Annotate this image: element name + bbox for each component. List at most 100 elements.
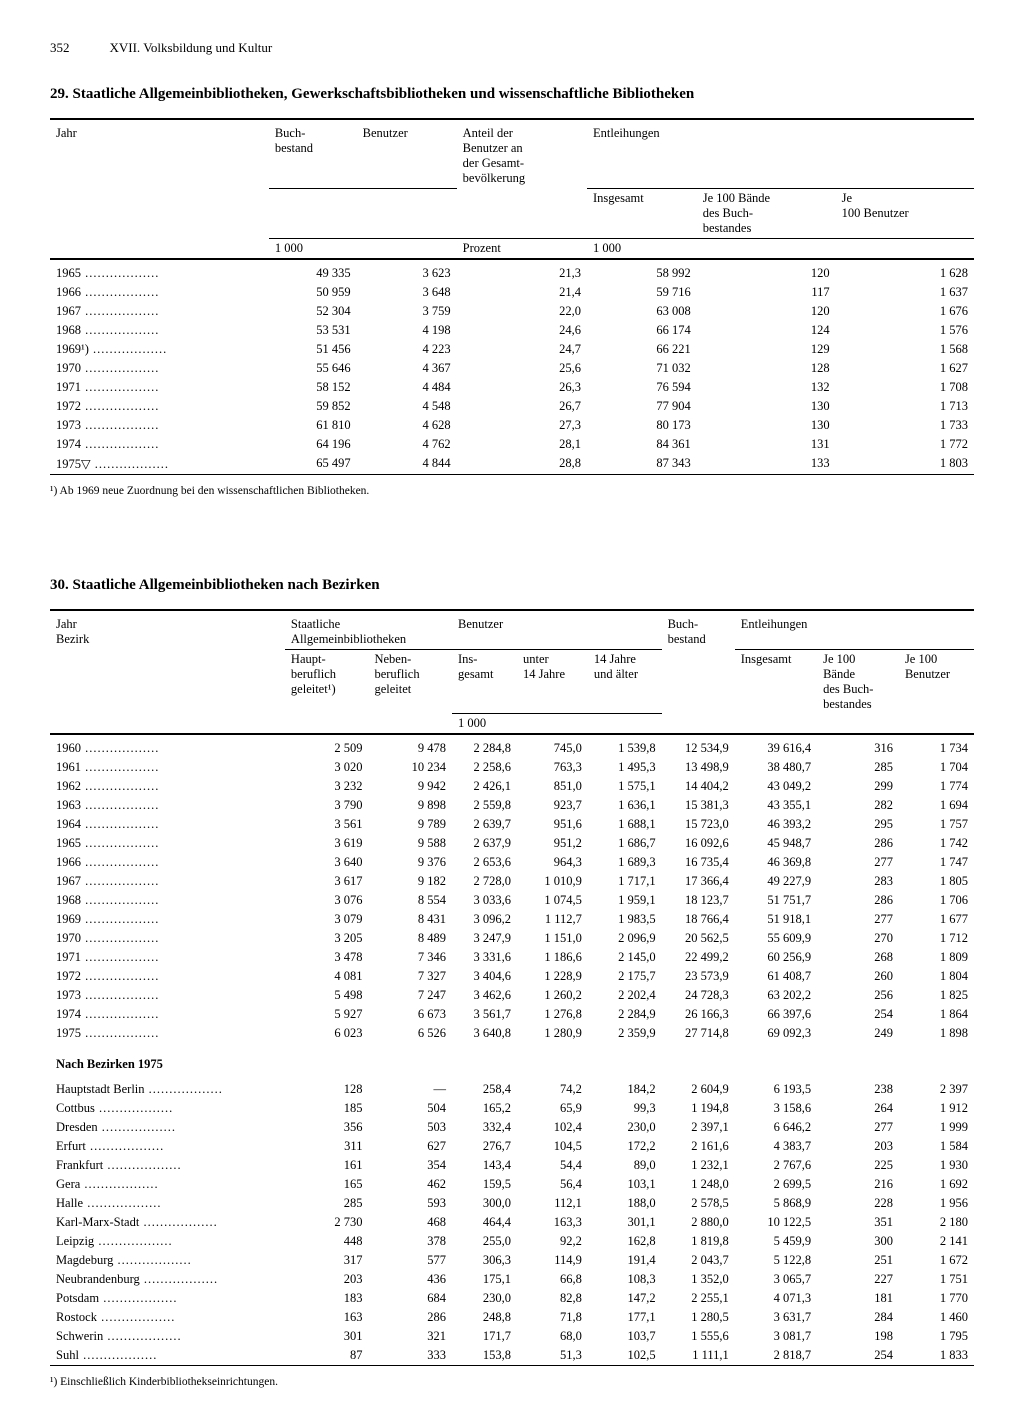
cell-j2: 1 692 [899, 1175, 974, 1194]
cell-j2: 1 898 [899, 1024, 974, 1043]
cell-o14: 162,8 [588, 1232, 662, 1251]
cell-bi: 3 404,6 [452, 967, 517, 986]
cell-ei: 66 397,6 [735, 1005, 817, 1024]
cell-j1: 270 [817, 929, 899, 948]
cell-j1: 286 [817, 891, 899, 910]
col-entleihungen30: Entleihungen [735, 615, 974, 650]
cell-n: 7 247 [368, 986, 452, 1005]
cell-n: 627 [368, 1137, 452, 1156]
cell-bb: 1 248,0 [662, 1175, 735, 1194]
cell-u14: 951,6 [517, 815, 588, 834]
cell-ei: 46 393,2 [735, 815, 817, 834]
cell-n: — [368, 1080, 452, 1099]
cell-bi: 3 462,6 [452, 986, 517, 1005]
cell-bi: 3 331,6 [452, 948, 517, 967]
cell-u14: 964,3 [517, 853, 588, 872]
cell-j1: 277 [817, 853, 899, 872]
col-benutzer30: Benutzer [452, 615, 662, 650]
cell-j100b: 120 [697, 302, 836, 321]
cell-bb: 1 232,1 [662, 1156, 735, 1175]
cell-u14: 66,8 [517, 1270, 588, 1289]
cell-j1: 283 [817, 872, 899, 891]
cell-h: 285 [285, 1194, 369, 1213]
cell-buch: 59 852 [269, 397, 357, 416]
col-buchbestand30: Buch- bestand [662, 615, 735, 714]
cell-o14: 1 717,1 [588, 872, 662, 891]
cell-o14: 103,1 [588, 1175, 662, 1194]
cell-j1: 238 [817, 1080, 899, 1099]
table-row: Cottbus185504165,265,999,31 194,83 158,6… [50, 1099, 974, 1118]
cell-bi: 143,4 [452, 1156, 517, 1175]
cell-bi: 2 258,6 [452, 758, 517, 777]
cell-j2: 1 751 [899, 1270, 974, 1289]
cell-bi: 3 640,8 [452, 1024, 517, 1043]
cell-bi: 2 653,6 [452, 853, 517, 872]
cell-bi: 276,7 [452, 1137, 517, 1156]
unit-1000-30: 1 000 [452, 714, 662, 735]
cell-ben: 4 548 [357, 397, 457, 416]
cell-h: 161 [285, 1156, 369, 1175]
cell-year: Gera [50, 1175, 285, 1194]
col-ins: Ins- gesamt [452, 649, 517, 714]
cell-h: 2 509 [285, 739, 369, 758]
cell-u14: 763,3 [517, 758, 588, 777]
cell-ant: 26,3 [457, 378, 587, 397]
table-row: 19643 5619 7892 639,7951,61 688,115 723,… [50, 815, 974, 834]
cell-j1: 282 [817, 796, 899, 815]
cell-buch: 64 196 [269, 435, 357, 454]
col-unter14: unter 14 Jahre [517, 649, 588, 714]
cell-j2: 2 180 [899, 1213, 974, 1232]
cell-bb: 22 499,2 [662, 948, 735, 967]
cell-ins: 80 173 [587, 416, 697, 435]
col-staatliche: Staatliche Allgemeinbibliotheken [285, 615, 452, 650]
cell-j100b: 128 [697, 359, 836, 378]
cell-jahr: 1973 [50, 416, 269, 435]
cell-year: Neubrandenburg [50, 1270, 285, 1289]
table-row: Erfurt311627276,7104,5172,22 161,64 383,… [50, 1137, 974, 1156]
cell-j1: 264 [817, 1099, 899, 1118]
cell-bb: 1 111,1 [662, 1346, 735, 1366]
cell-j2: 1 774 [899, 777, 974, 796]
cell-h: 163 [285, 1308, 369, 1327]
cell-u14: 745,0 [517, 739, 588, 758]
cell-ben: 4 198 [357, 321, 457, 340]
cell-h: 5 927 [285, 1005, 369, 1024]
table-row: 1969¹)51 4564 22324,766 2211291 568 [50, 340, 974, 359]
cell-h: 203 [285, 1270, 369, 1289]
cell-h: 5 498 [285, 986, 369, 1005]
col-je100bande30: Je 100 Bände des Buch- bestandes [817, 649, 899, 714]
cell-h: 3 790 [285, 796, 369, 815]
cell-n: 9 478 [368, 739, 452, 758]
cell-j1: 249 [817, 1024, 899, 1043]
cell-j2: 1 742 [899, 834, 974, 853]
cell-o14: 191,4 [588, 1251, 662, 1270]
cell-ins: 58 992 [587, 264, 697, 283]
cell-ei: 2 767,6 [735, 1156, 817, 1175]
cell-h: 3 617 [285, 872, 369, 891]
cell-ei: 63 202,2 [735, 986, 817, 1005]
col-je100benutzer: Je 100 Benutzer [836, 188, 974, 238]
cell-o14: 172,2 [588, 1137, 662, 1156]
cell-year: 1964 [50, 815, 285, 834]
cell-j2: 1 770 [899, 1289, 974, 1308]
cell-h: 87 [285, 1346, 369, 1366]
cell-j1: 216 [817, 1175, 899, 1194]
cell-bi: 2 637,9 [452, 834, 517, 853]
cell-n: 8 554 [368, 891, 452, 910]
cell-j2: 1 930 [899, 1156, 974, 1175]
cell-o14: 2 096,9 [588, 929, 662, 948]
cell-h: 183 [285, 1289, 369, 1308]
cell-h: 3 232 [285, 777, 369, 796]
cell-buch: 53 531 [269, 321, 357, 340]
cell-ins: 87 343 [587, 454, 697, 475]
cell-h: 3 478 [285, 948, 369, 967]
cell-u14: 92,2 [517, 1232, 588, 1251]
cell-ant: 27,3 [457, 416, 587, 435]
cell-buch: 65 497 [269, 454, 357, 475]
cell-bi: 2 284,8 [452, 739, 517, 758]
cell-bb: 27 714,8 [662, 1024, 735, 1043]
cell-bi: 332,4 [452, 1118, 517, 1137]
cell-bb: 1 819,8 [662, 1232, 735, 1251]
cell-n: 9 898 [368, 796, 452, 815]
cell-ant: 25,6 [457, 359, 587, 378]
